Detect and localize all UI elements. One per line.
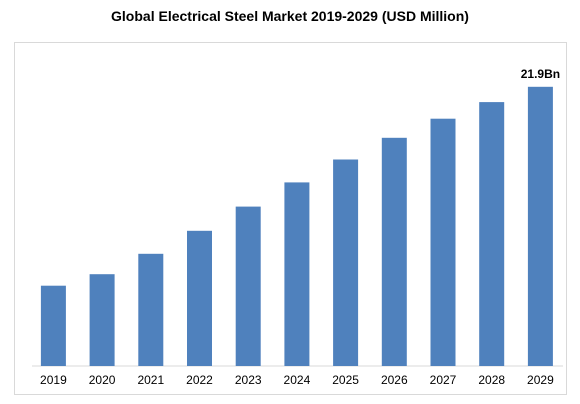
bar-2024 (284, 182, 310, 366)
data-label-2029: 21.9Bn (521, 67, 560, 81)
bar-2029 (527, 86, 553, 367)
bar-2026 (381, 137, 407, 366)
data-labels: 21.9Bn (521, 67, 560, 81)
x-tick-label-2026: 2026 (381, 373, 408, 387)
x-tick-label-2028: 2028 (478, 373, 505, 387)
x-tick-label-2025: 2025 (332, 373, 359, 387)
x-tick-label-2021: 2021 (137, 373, 164, 387)
bars-group (40, 86, 553, 367)
x-tick-label-2019: 2019 (40, 373, 67, 387)
x-tick-label-2022: 2022 (186, 373, 213, 387)
x-tick-label-2020: 2020 (89, 373, 116, 387)
chart-title: Global Electrical Steel Market 2019-2029… (111, 8, 469, 24)
x-tick-labels: 2019 2020 2021 2022 2023 2024 2025 2026 2027 2028… (40, 373, 554, 387)
bar-2021 (138, 253, 164, 366)
bar-2019 (40, 285, 66, 366)
x-tick-label-2027: 2027 (430, 373, 457, 387)
bar-2025 (333, 159, 359, 366)
plot-frame (14, 42, 567, 395)
x-tick-label-2029: 2029 (527, 373, 554, 387)
x-tick-label-2024: 2024 (284, 373, 311, 387)
x-tick-label-2023: 2023 (235, 373, 262, 387)
bar-2022 (187, 230, 212, 366)
bar-2027 (430, 118, 456, 366)
bar-2020 (89, 274, 115, 366)
bar-2028 (479, 102, 505, 366)
bar-2023 (235, 206, 261, 366)
